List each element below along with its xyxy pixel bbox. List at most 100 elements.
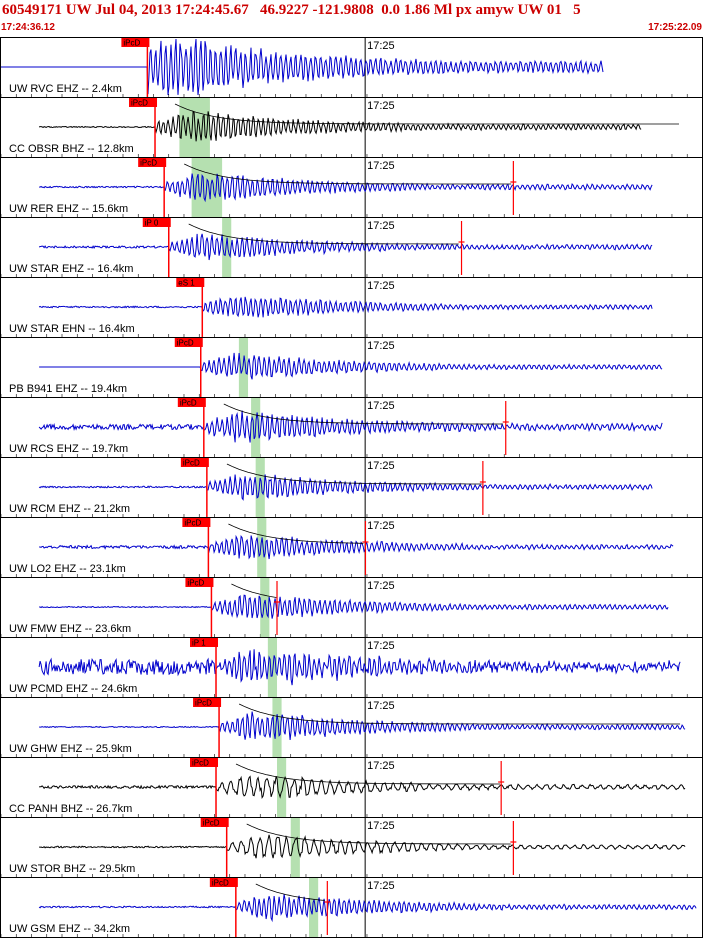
waveform-trace [39, 834, 686, 859]
tick-label: 17:25 [367, 400, 395, 412]
pick-flag [190, 758, 219, 767]
station-label: UW LO2 EHZ -- 23.1km [9, 563, 126, 575]
pick-label: iPcD [180, 399, 197, 408]
pick-label: eS 1 [178, 279, 195, 288]
coda-decay-curve [188, 223, 459, 245]
trace-row: 17:25 iP 1 UW PCMD EHZ -- 24.6km [0, 637, 703, 698]
pick-label: iPcD [195, 699, 212, 708]
waveform-trace [39, 711, 686, 740]
pick-flag [182, 518, 211, 527]
coda-decay-curve [174, 103, 679, 125]
trace-row: 17:25 iPcD CC PANH BHZ -- 26.7km [0, 757, 703, 818]
pick-label: iPcD [177, 339, 194, 348]
pick-flag [176, 278, 205, 287]
waveform-trace [38, 894, 697, 923]
theoretical-arrival-band [267, 638, 278, 697]
tick-label: 17:25 [367, 100, 395, 112]
waveform-trace [38, 474, 653, 501]
waveform-trace [39, 352, 663, 380]
waveform-trace [38, 649, 681, 686]
theoretical-arrival-band [257, 518, 267, 577]
trace-row: 17:25 iP 0 UW STAR EHZ -- 16.4km [0, 217, 703, 278]
tick-label: 17:25 [367, 280, 395, 292]
pick-flag [174, 338, 203, 347]
station-label: UW STAR EHZ -- 16.4km [9, 263, 133, 275]
theoretical-arrival-band [290, 818, 300, 877]
theoretical-arrival-band [255, 458, 265, 517]
waveform-trace [38, 110, 642, 142]
trace-row: 17:25 iPcD PB B941 EHZ -- 19.4km [0, 337, 703, 398]
waveform-trace [1, 38, 604, 96]
tick-label: 17:25 [367, 160, 395, 172]
trace-row: 17:25 iPcD UW RER EHZ -- 15.6km [0, 157, 703, 218]
trace-row: 17:25 iPcD UW STOR BHZ -- 29.5km [0, 817, 703, 878]
station-label: CC OBSR BHZ -- 12.8km [9, 143, 134, 155]
theoretical-arrival-band [238, 338, 249, 397]
pick-flag [180, 458, 209, 467]
tick-label: 17:25 [367, 640, 395, 652]
theoretical-arrival-band [309, 878, 319, 937]
station-label: UW PCMD EHZ -- 24.6km [9, 683, 137, 695]
station-label: UW RCM EHZ -- 21.2km [9, 503, 130, 515]
pick-label: iPcD [203, 819, 220, 828]
tick-label: 17:25 [367, 820, 395, 832]
station-label: UW GSM EHZ -- 34.2km [9, 923, 130, 935]
waveform-trace [38, 233, 653, 261]
pick-flag [200, 818, 229, 827]
pick-flag [138, 158, 167, 167]
station-label: UW GHW EHZ -- 25.9km [9, 743, 132, 755]
coda-decay-curve [226, 463, 482, 485]
pick-label: iPcD [212, 879, 229, 888]
coda-decay-curve [246, 823, 511, 845]
station-label: UW RER EHZ -- 15.6km [9, 203, 128, 215]
coda-decay-curve [255, 883, 325, 901]
theoretical-arrival-band [277, 758, 287, 817]
pick-label: iPcD [140, 159, 157, 168]
event-header: 60549171 UW Jul 04, 2013 17:24:45.67 46.… [2, 2, 581, 18]
theoretical-arrival-band [222, 218, 232, 277]
trace-row: 17:25 iPcD CC OBSR BHZ -- 12.8km [0, 97, 703, 158]
station-label: PB B941 EHZ -- 19.4km [9, 383, 127, 395]
pick-label: iP 1 [192, 639, 206, 648]
station-label: UW STAR EHN -- 16.4km [9, 323, 135, 335]
trace-row: 17:25 iPcD UW GSM EHZ -- 34.2km [0, 877, 703, 938]
station-label: UW FMW EHZ -- 23.6km [9, 623, 131, 635]
station-label: UW STOR BHZ -- 29.5km [9, 863, 135, 875]
trace-row: 17:25 iPcD UW FMW EHZ -- 23.6km [0, 577, 703, 638]
seismogram-plot: 17:25 iPcD UW RVC EHZ -- 2.4km 17:25 iPcD CC … [0, 37, 703, 938]
pick-label: iPcD [192, 759, 209, 768]
pick-flag [209, 878, 238, 887]
pick-label: iPcD [131, 99, 148, 108]
waveform-trace [39, 534, 674, 560]
tick-label: 17:25 [367, 40, 395, 52]
pick-label: iPcD [123, 39, 140, 48]
coda-decay-curve [184, 163, 512, 185]
pick-label: iPcD [184, 519, 201, 528]
coda-decay-curve [235, 763, 500, 785]
trace-row: 17:25 iPcD UW RCS EHZ -- 19.7km [0, 397, 703, 458]
waveform-trace [39, 173, 653, 203]
pick-flag [121, 38, 150, 47]
theoretical-arrival-band [260, 578, 270, 637]
waveform-trace [38, 296, 653, 318]
pick-label: iPcD [183, 459, 200, 468]
end-time-label: 17:25:22.09 [648, 22, 702, 33]
waveform-trace [38, 775, 686, 800]
waveform-trace [39, 594, 669, 619]
pick-flag [129, 98, 158, 107]
coda-decay-curve [238, 703, 681, 725]
pick-flag [177, 398, 206, 407]
pick-flag [193, 698, 222, 707]
pick-label: iPcD [187, 579, 204, 588]
start-time-label: 17:24:36.12 [1, 22, 55, 33]
station-label: UW RVC EHZ -- 2.4km [9, 83, 122, 95]
trace-row: 17:25 iPcD UW GHW EHZ -- 25.9km [0, 697, 703, 758]
tick-label: 17:25 [367, 340, 395, 352]
tick-label: 17:25 [367, 700, 395, 712]
theoretical-arrival-band [272, 698, 282, 757]
tick-label: 17:25 [367, 520, 395, 532]
tick-label: 17:25 [367, 220, 395, 232]
coda-decay-curve [228, 523, 364, 544]
pick-label: iP 0 [145, 219, 159, 228]
tick-label: 17:25 [367, 880, 395, 892]
